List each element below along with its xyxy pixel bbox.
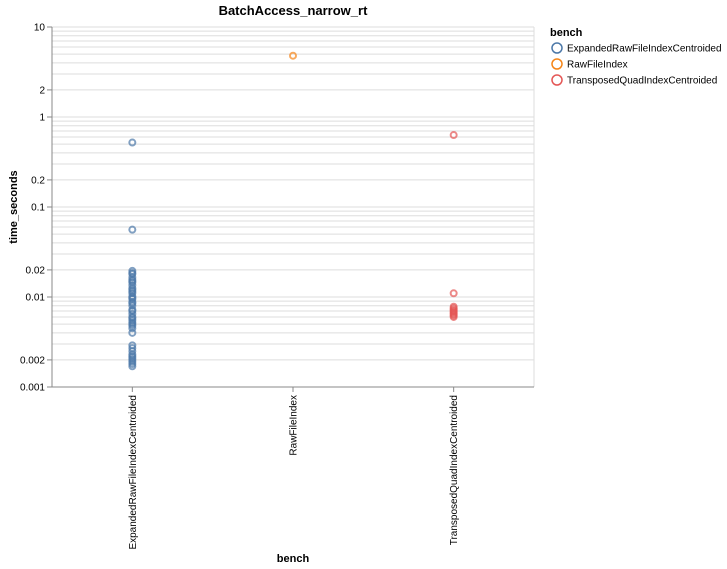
y-tick-label: 10 (34, 23, 46, 34)
data-point (128, 225, 137, 234)
data-point (289, 51, 297, 60)
x-axis-title: bench (277, 553, 310, 565)
y-tick-label: 0.002 (20, 355, 45, 366)
x-tick-label: TransposedQuadIndexCentroided (449, 395, 460, 545)
x-tick-label: ExpandedRawFileIndexCentroided (128, 395, 139, 550)
legend-label: TransposedQuadIndexCentroided (567, 76, 717, 87)
legend-label: ExpandedRawFileIndexCentroided (567, 44, 722, 55)
data-point (128, 324, 137, 333)
legend-symbol (551, 74, 563, 86)
y-tick-label: 0.2 (31, 175, 45, 186)
y-tick-label: 0.02 (26, 265, 46, 276)
y-tick-label: 2 (39, 85, 45, 96)
axes: 0.001 0.002 0.01 0.02 0.1 0.2 1 2 10 ExpandedRawF… (20, 23, 534, 550)
plot-marks (128, 51, 458, 371)
legend-symbol (551, 42, 563, 54)
data-point (449, 312, 458, 321)
grid (52, 26, 535, 388)
y-axis-title: time_seconds (8, 170, 20, 243)
y-tick-label: 0.01 (26, 293, 46, 304)
data-point (449, 131, 458, 140)
data-point (449, 289, 458, 298)
chart-title: BatchAccess_narrow_rt (219, 3, 369, 18)
data-point (128, 138, 137, 147)
data-point (128, 362, 137, 371)
legend-symbol (551, 58, 563, 70)
y-tick-label: 1 (39, 113, 45, 124)
legend: bench ExpandedRawFileIndexCentroided RawF… (550, 27, 722, 87)
legend-label: RawFileIndex (567, 60, 628, 71)
y-tick-label: 0.1 (31, 203, 45, 214)
y-tick-label: 0.001 (20, 383, 45, 394)
legend-title: bench (550, 27, 583, 39)
x-tick-label: RawFileIndex (289, 395, 300, 456)
data-point (128, 328, 137, 337)
